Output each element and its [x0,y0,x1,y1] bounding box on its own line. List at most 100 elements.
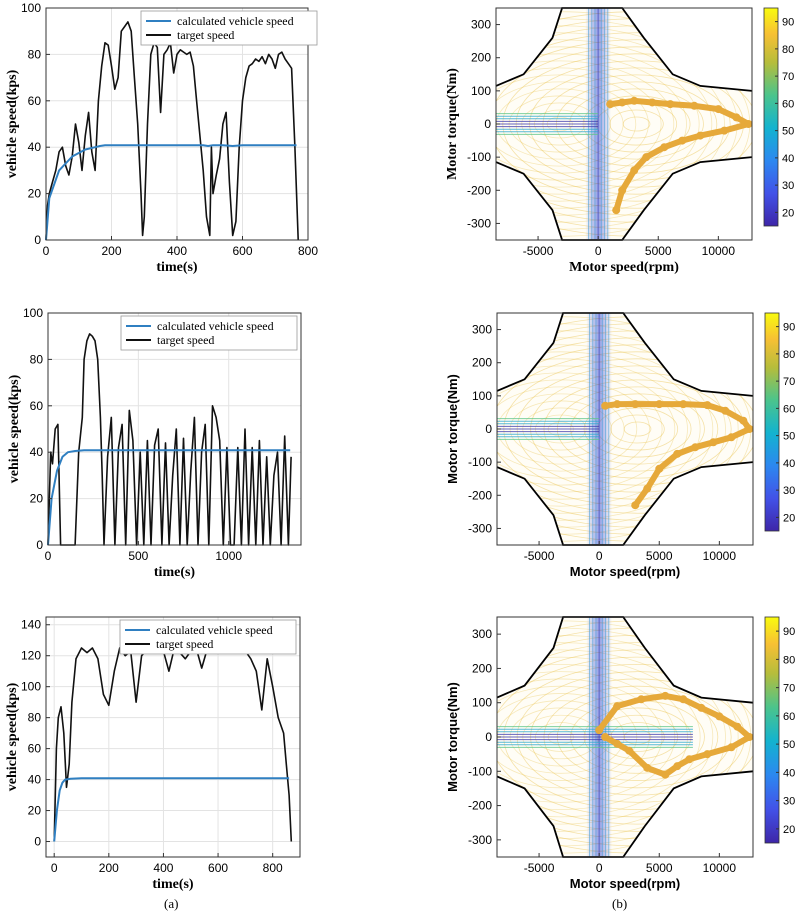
operating-point [714,105,723,114]
y-tick-label: 0 [34,835,41,849]
operating-point [691,443,700,452]
colorbar-tick-label: 20 [782,207,794,219]
operating-point [618,98,627,107]
contour-line [496,67,662,181]
contour-line [497,379,650,479]
legend-entry: target speed [156,637,213,651]
y-tick-label: 200 [471,51,491,65]
x-tick-label: 200 [101,244,121,258]
colorbar-tick-label: 70 [782,71,794,83]
contour-line [497,372,663,486]
x-tick-label: 0 [596,861,603,875]
operating-point [679,400,688,409]
colorbar-tick-label: 40 [783,458,795,470]
operating-point [703,401,712,410]
y-tick-label: -100 [468,455,492,469]
operating-point [666,100,675,109]
operating-point [739,416,748,425]
y-tick-label: 200 [472,356,492,370]
y-tick-label: 200 [472,661,492,675]
contour-line [496,74,649,174]
colorbar-tick-label: 60 [783,711,795,723]
contour-line [496,46,700,202]
contour-line [497,642,726,832]
operating-point [655,464,664,473]
operating-point [709,438,718,447]
contour-line [496,39,752,209]
contour-line [497,351,701,507]
operating-point [595,726,604,735]
legend-entry: target speed [157,333,214,347]
contour-line [496,53,687,195]
operating-point [648,98,657,107]
plot-frame [47,312,302,546]
y-tick-label: 20 [30,492,44,506]
contour-line [497,656,753,818]
colorbar-tick-label: 40 [783,767,795,779]
operating-point [744,120,753,128]
series-line-calculated [53,777,290,842]
y-tick-label: 40 [30,445,44,459]
x-tick-label: 0 [596,549,603,563]
contour-line [497,337,726,521]
colorbar-tick-label: 60 [782,98,794,110]
y-tick-label: -300 [467,216,491,230]
operating-points-trace [602,401,753,509]
operating-point [655,400,664,409]
operating-point [733,722,742,731]
y-tick-label: 40 [28,140,42,154]
y-tick-label: 80 [30,352,44,366]
y-tick-label: -200 [468,799,492,813]
x-tick-label: 1000 [215,549,242,563]
colorbar-tick-label: 30 [783,796,795,808]
operating-point [625,746,634,755]
plot-area [48,313,301,545]
operating-point [601,733,610,741]
operating-point [696,131,705,140]
x-tick-label: -5000 [524,861,555,875]
x-tick-label: 800 [298,244,318,258]
legend-entry: calculated vehicle speed [157,319,274,333]
colorbar: 20 30 40 50 60 70 80 90 [764,616,795,844]
x-tick-label: 5000 [646,861,673,875]
y-tick-label: 100 [21,1,41,15]
y-tick-label: 300 [471,18,491,32]
y-tick-label: -200 [468,488,492,502]
y-axis-label: vehicle speed(kps) [7,374,22,483]
series-line-target [53,647,293,842]
operating-point [679,695,688,704]
y-axis-label: Motor torque(Nm) [445,374,460,484]
y-tick-label: 60 [30,399,44,413]
caption-b: (b) [612,896,628,911]
y-tick-label: 60 [28,94,42,108]
operating-point [745,425,754,433]
y-tick-label: 0 [34,233,41,247]
colorbar-tick-label: 60 [783,403,795,415]
operating-points-trace [596,692,753,778]
operating-point [727,743,736,752]
x-tick-label: -5000 [523,244,554,258]
operating-point [690,101,699,110]
operating-point [613,702,622,711]
caption-a: (a) [164,896,179,911]
colorbar-tick-label: 20 [783,512,795,524]
colorbar-tick-label: 80 [783,654,795,666]
colorbar-tick-label: 40 [782,153,794,165]
contour-line [497,365,676,493]
operating-point [661,770,670,779]
operating-point [673,762,682,771]
legend-box [140,10,318,46]
operating-point [612,206,621,215]
colorbar-tick-label: 50 [783,739,795,751]
contour-line [496,39,713,209]
colorbar-tick-label: 80 [782,44,794,56]
x-tick-label: 0 [595,244,602,258]
x-axis-label: time(s) [154,565,196,580]
contour-line [497,642,753,832]
y-tick-label: 140 [21,618,41,632]
y-axis-label: vehicle speed(kps) [5,69,20,178]
colorbar-gradient [764,616,780,844]
chart-b3: -5000 0 5000 10000 -300 -200 -100 0 100 200 300 Mot… [445,616,795,891]
